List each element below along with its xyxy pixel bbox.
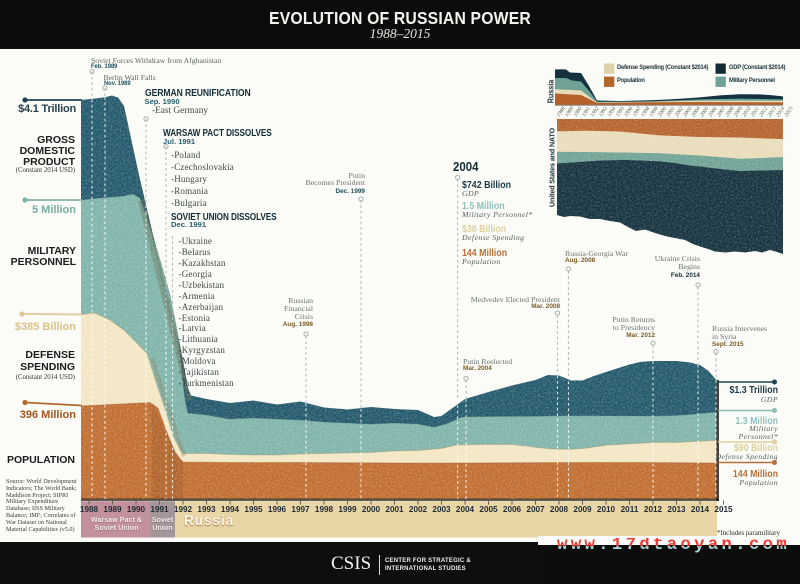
svg-text:1997: 1997	[632, 106, 643, 119]
svg-text:2004: 2004	[691, 106, 702, 119]
svg-text:1995: 1995	[615, 106, 626, 119]
svg-text:2005: 2005	[699, 106, 710, 119]
svg-text:1993: 1993	[598, 106, 609, 119]
svg-text:2001: 2001	[665, 106, 676, 119]
svg-text:2014: 2014	[775, 106, 786, 119]
svg-text:1999: 1999	[649, 106, 660, 119]
svg-text:1998: 1998	[640, 106, 651, 119]
svg-text:2007: 2007	[716, 106, 727, 119]
svg-text:2009: 2009	[733, 106, 744, 119]
svg-text:2015: 2015	[784, 106, 795, 119]
svg-text:2002: 2002	[674, 106, 685, 119]
svg-text:2006: 2006	[708, 106, 719, 119]
svg-text:2012: 2012	[758, 106, 769, 119]
svg-text:1994: 1994	[606, 106, 617, 119]
svg-text:1996: 1996	[623, 106, 634, 119]
svg-text:2013: 2013	[767, 106, 778, 119]
svg-text:2010: 2010	[741, 106, 752, 119]
svg-text:1992: 1992	[590, 106, 601, 119]
svg-text:2008: 2008	[725, 106, 736, 119]
svg-text:2003: 2003	[682, 106, 693, 119]
svg-text:2011: 2011	[750, 106, 761, 118]
svg-text:1991: 1991	[581, 106, 592, 119]
svg-text:2000: 2000	[657, 106, 668, 119]
svg-text:1990: 1990	[573, 106, 584, 119]
svg-text:1988: 1988	[556, 106, 567, 119]
svg-text:1989: 1989	[564, 106, 575, 119]
